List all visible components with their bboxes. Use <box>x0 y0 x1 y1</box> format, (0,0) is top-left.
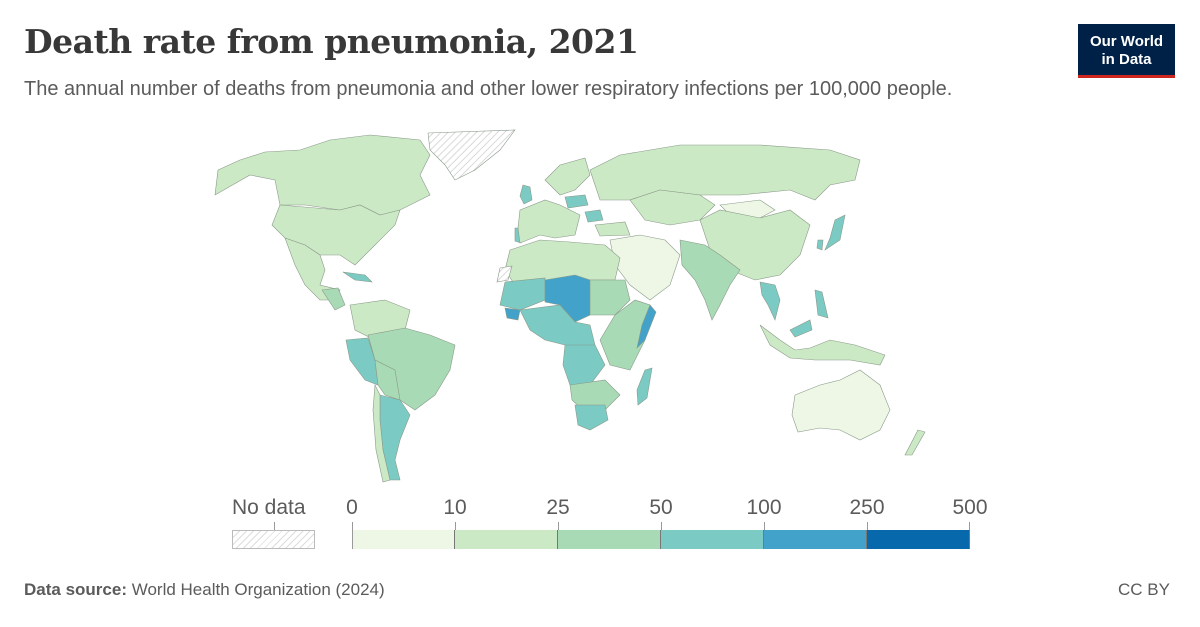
data-source-value[interactable]: World Health Organization (2024) <box>131 580 385 599</box>
region-philippines[interactable] <box>814 289 829 319</box>
region-kazakhstan-central-asia[interactable] <box>629 189 716 226</box>
region-southeast-asia[interactable] <box>759 281 781 321</box>
region-uk[interactable] <box>519 184 533 205</box>
region-new-zealand[interactable] <box>904 429 926 456</box>
no-data-label: No data <box>232 496 306 519</box>
region-scandinavia[interactable] <box>544 157 591 196</box>
data-source-label: Data source: <box>24 580 127 599</box>
region-cuba[interactable] <box>342 271 373 283</box>
region-central-america[interactable] <box>321 287 346 311</box>
legend-tick-mark <box>661 522 662 530</box>
legend-tick-mark <box>352 522 353 530</box>
region-drc-angola[interactable] <box>562 344 606 386</box>
legend-bin-100-250[interactable] <box>764 530 867 549</box>
logo-line-2: in Data <box>1101 51 1152 68</box>
region-mauritania-mali[interactable] <box>499 277 546 311</box>
legend-bin-50-100[interactable] <box>661 530 764 549</box>
legend-tick-mark <box>969 522 970 530</box>
no-data-swatch[interactable] <box>232 530 315 549</box>
region-sudan[interactable] <box>589 279 631 316</box>
legend-tick-mark <box>867 522 868 530</box>
region-canada[interactable] <box>214 134 431 216</box>
region-russia[interactable] <box>589 144 861 201</box>
legend-tick-mark <box>764 522 765 530</box>
data-source: Data source: World Health Organization (… <box>24 580 385 600</box>
region-middle-east[interactable] <box>609 234 681 301</box>
legend-tick-label: 50 <box>649 496 673 519</box>
legend-tick-mark <box>455 522 456 530</box>
legend-bin-10-25[interactable] <box>455 530 558 549</box>
owid-logo[interactable]: Our World in Data <box>1078 24 1175 78</box>
region-poland[interactable] <box>564 194 589 209</box>
region-greenland[interactable] <box>427 129 516 181</box>
legend-tick-mark <box>558 522 559 530</box>
license-link[interactable]: CC BY <box>1118 580 1170 599</box>
legend-tick-label: 250 <box>849 496 885 519</box>
chart-subtitle: The annual number of deaths from pneumon… <box>24 78 953 100</box>
region-madagascar[interactable] <box>636 367 653 406</box>
map-legend: No data 0 10 25 50 100 250 500 <box>220 492 1000 562</box>
region-bolivia-paraguay[interactable] <box>374 359 401 401</box>
legend-tick-label: 100 <box>746 496 782 519</box>
region-australia[interactable] <box>791 369 891 441</box>
region-indonesia[interactable] <box>759 324 886 366</box>
region-western-europe[interactable] <box>517 199 581 244</box>
region-korea[interactable] <box>816 239 824 251</box>
region-south-africa[interactable] <box>574 404 609 431</box>
region-turkey[interactable] <box>594 221 631 237</box>
region-romania[interactable] <box>584 209 604 223</box>
region-guinea[interactable] <box>504 307 521 321</box>
world-map <box>214 129 926 483</box>
legend-bin-250-500[interactable] <box>867 530 970 549</box>
no-data-tick <box>274 522 275 530</box>
region-malaysia[interactable] <box>789 319 813 338</box>
logo-line-1: Our World <box>1089 33 1164 50</box>
chart-title: Death rate from pneumonia, 2021 <box>24 22 639 61</box>
region-chile[interactable] <box>372 383 391 483</box>
region-south-asia[interactable] <box>679 239 741 321</box>
legend-bin-25-50[interactable] <box>558 530 661 549</box>
legend-tick-label: 0 <box>346 496 358 519</box>
region-western-sahara[interactable] <box>496 265 513 283</box>
legend-bin-0-10[interactable] <box>352 530 455 549</box>
region-japan[interactable] <box>824 214 846 251</box>
legend-tick-label: 10 <box>443 496 467 519</box>
legend-color-bins <box>352 530 970 549</box>
legend-tick-label: 500 <box>952 496 988 519</box>
region-somalia[interactable] <box>636 304 657 349</box>
legend-tick-label: 25 <box>546 496 570 519</box>
region-east-africa[interactable] <box>599 299 651 371</box>
region-mexico[interactable] <box>284 237 341 301</box>
region-niger-chad[interactable] <box>544 274 591 323</box>
